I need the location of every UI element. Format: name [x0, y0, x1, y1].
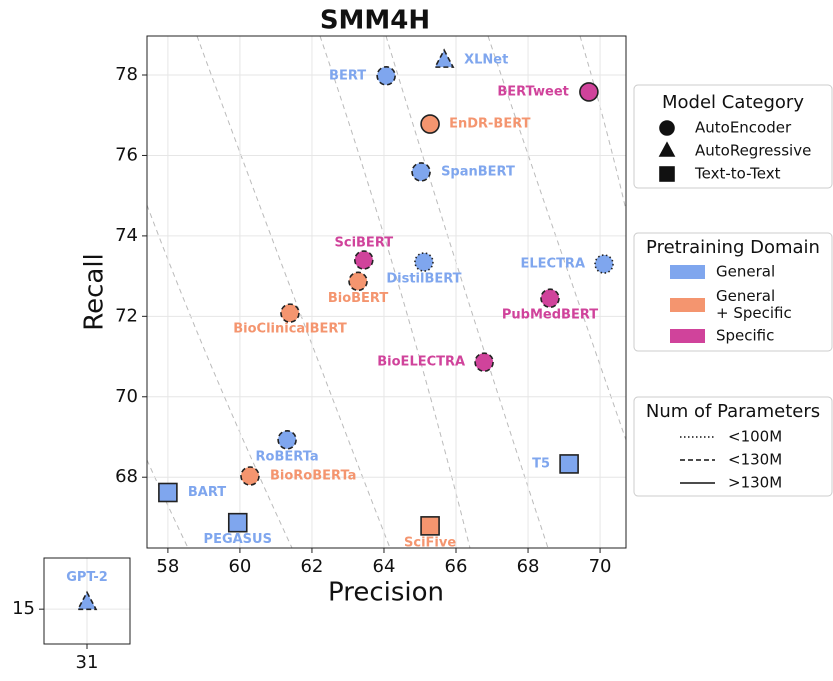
marker — [76, 590, 98, 611]
marker — [376, 66, 396, 86]
f1-isolines — [147, 36, 626, 548]
marker — [158, 482, 178, 503]
x-tick-label: 66 — [445, 556, 468, 577]
point-label: PEGASUS — [204, 532, 272, 547]
x-tick-label: 68 — [517, 556, 540, 577]
y-tick-label: 68 — [115, 466, 138, 487]
marker — [474, 352, 494, 372]
legend-title: Pretraining Domain — [646, 237, 820, 258]
point-label: DistilBERT — [386, 272, 461, 287]
legend-swatch — [670, 329, 705, 343]
marker — [420, 114, 440, 134]
point-label: SpanBERT — [441, 164, 515, 179]
point-label: BERTweet — [497, 84, 569, 99]
y-axis-label: Recall — [80, 253, 110, 331]
plot-frame — [43, 557, 131, 645]
point-label: BioRoBERTa — [270, 469, 356, 484]
marker — [280, 303, 300, 323]
x-tick-label: 60 — [228, 556, 251, 577]
point-label: EnDR-BERT — [449, 117, 531, 132]
marker — [348, 271, 368, 292]
legend-box — [633, 84, 833, 189]
marker — [433, 48, 455, 68]
point-label: PubMedBERT — [502, 308, 598, 323]
chart-title: SMM4H — [320, 6, 430, 36]
y-tick-label: 76 — [115, 144, 138, 165]
point-label: SciFive — [404, 535, 456, 550]
point-label: XLNet — [464, 53, 508, 68]
marker — [579, 82, 599, 102]
point-label: BioBERT — [328, 291, 389, 306]
point-label: BERT — [329, 68, 366, 83]
legend-label: Text-to-Text — [694, 165, 781, 183]
legend-swatch — [670, 298, 705, 312]
y-tick-label: 70 — [115, 386, 138, 407]
point-label: BioELECTRA — [377, 355, 465, 370]
marker — [659, 120, 675, 136]
y-tick-label: 78 — [115, 64, 138, 85]
legend-label: <130M — [728, 451, 782, 469]
legend-label: General — [716, 263, 775, 281]
marker — [414, 252, 434, 272]
legend-title: Model Category — [662, 92, 804, 113]
y-tick-label: 15 — [12, 598, 35, 619]
point-label: BART — [188, 485, 226, 500]
y-tick-label: 74 — [115, 225, 138, 246]
point-label: RoBERTa — [256, 449, 319, 464]
point-label: SciBERT — [335, 236, 394, 251]
x-tick-label: 64 — [373, 556, 396, 577]
x-tick-label: 58 — [156, 556, 179, 577]
point-label: T5 — [532, 456, 550, 471]
plot-frame — [146, 35, 627, 549]
marker — [277, 430, 297, 450]
legend-box — [633, 232, 833, 352]
legend-swatch — [670, 265, 705, 279]
marker — [420, 516, 440, 536]
marker — [594, 254, 614, 274]
legend-label: General — [716, 287, 775, 305]
legend-box — [633, 396, 833, 497]
point-label: BioClinicalBERT — [233, 322, 347, 337]
x-axis-label: Precision — [328, 578, 444, 608]
point-label: GPT-2 — [66, 570, 108, 585]
legend-label: AutoRegressive — [695, 142, 811, 160]
legend-title: Num of Parameters — [646, 401, 820, 422]
legend-label: >130M — [728, 474, 782, 492]
legend-label: + Specific — [716, 304, 792, 322]
marker — [559, 454, 579, 474]
y-tick-label: 72 — [115, 305, 138, 326]
x-tick-label: 62 — [300, 556, 323, 577]
marker — [658, 141, 676, 157]
marker — [540, 288, 560, 309]
legend-label: Specific — [716, 327, 774, 345]
legend-label: <100M — [728, 428, 782, 446]
marker — [659, 166, 675, 182]
x-tick-label: 31 — [76, 652, 99, 673]
marker — [411, 162, 431, 182]
marker — [227, 512, 248, 533]
legend-label: AutoEncoder — [695, 119, 792, 137]
x-tick-label: 70 — [589, 556, 612, 577]
marker — [354, 250, 374, 270]
marker — [240, 466, 260, 486]
point-label: ELECTRA — [520, 257, 585, 272]
